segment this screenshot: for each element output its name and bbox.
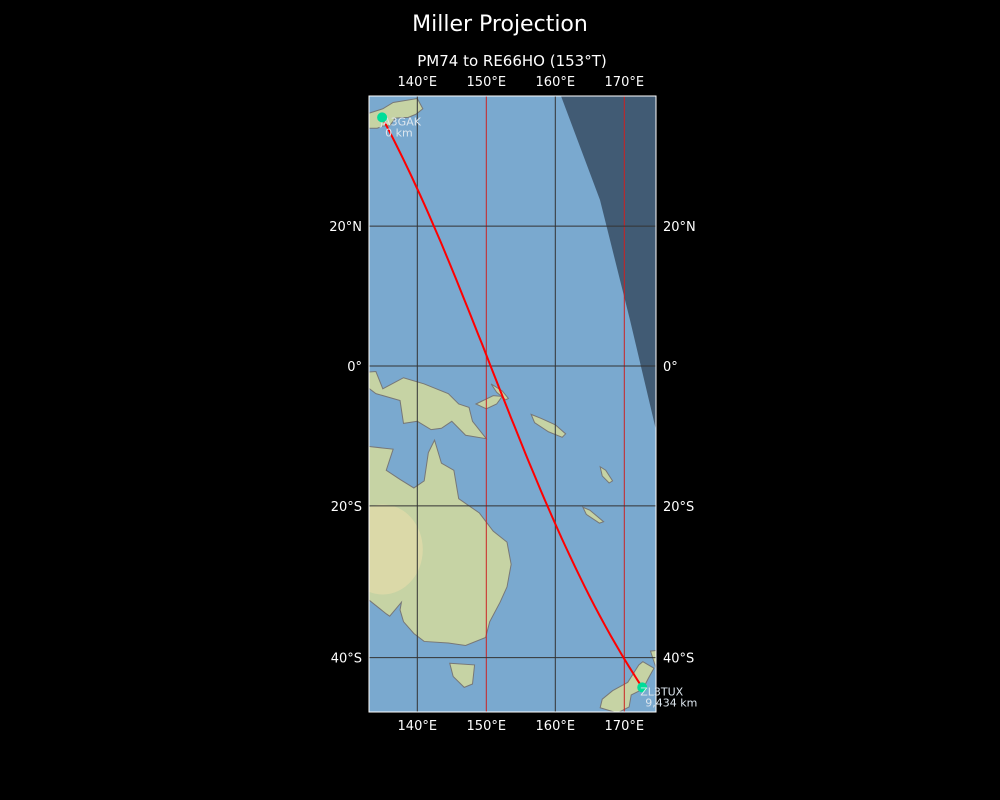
- tick-label-top: 150°E: [467, 75, 507, 90]
- land-new-zealand-north: [649, 650, 656, 669]
- land-australia: [369, 438, 512, 646]
- tick-label-top: 160°E: [536, 75, 576, 90]
- land-tasmania: [449, 662, 476, 688]
- land-new-guinea: [369, 370, 488, 440]
- tick-label-right: 40°S: [663, 652, 694, 667]
- tick-label-bottom: 170°E: [605, 719, 645, 734]
- tick-label-right: 20°N: [663, 220, 696, 235]
- station-marker: [377, 112, 388, 123]
- land-australia-interior: [369, 504, 423, 595]
- tick-label-left: 20°N: [329, 220, 362, 235]
- map-subtitle: PM74 to RE66HO (153°T): [417, 52, 607, 70]
- map-title: Miller Projection: [412, 12, 588, 37]
- station-distance: 0 km: [385, 126, 413, 139]
- tick-label-top: 170°E: [605, 75, 645, 90]
- tick-label-left: 20°S: [331, 500, 362, 515]
- tick-label-right: 0°: [663, 360, 678, 375]
- landmasses: [369, 97, 656, 712]
- graticule: [369, 96, 656, 712]
- tick-label-top: 140°E: [398, 75, 438, 90]
- night-shading: [561, 96, 656, 430]
- tick-label-left: 0°: [347, 360, 362, 375]
- map-frame: [368, 95, 657, 713]
- station-name: JA3GAK: [379, 115, 422, 128]
- land-new-britain: [474, 395, 504, 410]
- land-new-caledonia: [581, 506, 605, 524]
- tick-label-left: 40°S: [331, 652, 362, 667]
- land-vanuatu: [599, 465, 614, 484]
- station-marker: [637, 682, 648, 693]
- tick-label-bottom: 150°E: [467, 719, 507, 734]
- station-name: ZL3TUX: [640, 685, 683, 698]
- tick-label-right: 20°S: [663, 500, 694, 515]
- land-solomons: [530, 413, 567, 438]
- tick-label-bottom: 140°E: [398, 719, 438, 734]
- great-circle-path: [381, 116, 644, 688]
- tick-label-bottom: 160°E: [536, 719, 576, 734]
- station-distance: 9,434 km: [645, 696, 697, 709]
